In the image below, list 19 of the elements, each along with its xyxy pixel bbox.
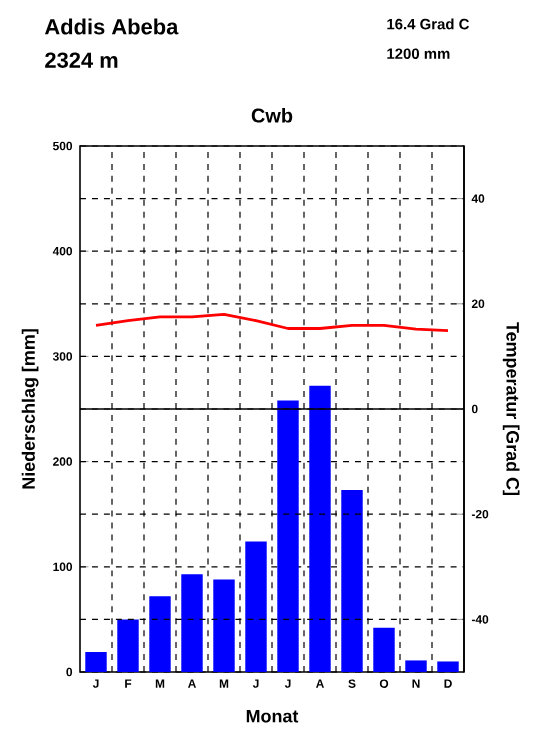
- bar: [245, 541, 267, 672]
- bar: [85, 652, 107, 672]
- bar: [437, 661, 459, 672]
- text: 2324 m: [45, 52, 118, 68]
- bar: [405, 660, 427, 672]
- bar: [309, 385, 331, 672]
- y2-axis-title: Temperatur [Grad C]: [502, 322, 520, 495]
- bar: [149, 596, 171, 672]
- bar: [117, 619, 139, 672]
- line-series: [94, 312, 450, 333]
- bar: [277, 400, 299, 672]
- text: Addis Abeba: [44, 18, 179, 35]
- bar: [373, 627, 395, 672]
- chart-title: Cwb: [251, 107, 293, 123]
- bar: [213, 579, 235, 672]
- x-axis-title: Monat: [246, 709, 299, 723]
- bar: [341, 490, 363, 672]
- bar: [181, 574, 203, 672]
- y-axis-title: Niederschlag [mm]: [21, 329, 39, 489]
